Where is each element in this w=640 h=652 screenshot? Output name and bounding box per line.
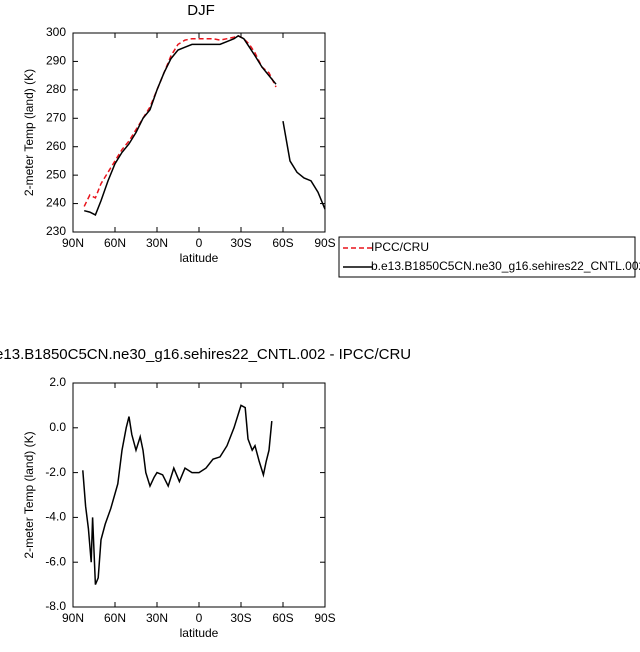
x-axis-label: latitude (180, 626, 219, 640)
legend-box (338, 236, 636, 278)
y-axis-label: 2-meter Temp (land) (K) (22, 69, 36, 196)
legend-label: IPCC/CRU (371, 240, 429, 254)
plot-frame (72, 382, 326, 608)
x-tick-label: 60N (104, 611, 126, 625)
legend-label: b.e13.B1850C5CN.ne30_g16.sehires22_CNTL.… (371, 259, 640, 273)
y-tick-label: 240 (46, 196, 66, 210)
chart-title: .e13.B1850C5CN.ne30_g16.sehires22_CNTL.0… (0, 346, 411, 363)
x-tick-label: 30S (230, 236, 251, 250)
x-tick-label: 90S (314, 611, 335, 625)
y-tick-label: -2.0 (45, 465, 66, 479)
data-line (84, 34, 326, 216)
y-tick-label: 270 (46, 110, 66, 124)
y-tick-label: 290 (46, 54, 66, 68)
y-axis-label: 2-meter Temp (land) (K) (22, 431, 36, 558)
y-tick-label: 280 (46, 82, 66, 96)
x-tick-label: 90N (62, 611, 84, 625)
x-tick-label: 90S (314, 236, 335, 250)
plot-frame (72, 32, 326, 233)
y-tick-label: 260 (46, 139, 66, 153)
x-tick-label: 0 (196, 611, 203, 625)
y-tick-label: 300 (46, 25, 66, 39)
y-tick-label: -4.0 (45, 510, 66, 524)
y-tick-label: -6.0 (45, 554, 66, 568)
y-tick-label: 2.0 (49, 375, 66, 389)
y-tick-label: 250 (46, 167, 66, 181)
x-axis-label: latitude (180, 251, 219, 265)
x-tick-label: 30S (230, 611, 251, 625)
chart-title: DJF (187, 2, 215, 19)
x-tick-label: 60S (272, 236, 293, 250)
x-tick-label: 60N (104, 236, 126, 250)
x-tick-label: 30N (146, 236, 168, 250)
data-line (83, 35, 277, 207)
data-line (82, 404, 273, 585)
x-tick-label: 30N (146, 611, 168, 625)
x-tick-label: 60S (272, 611, 293, 625)
x-tick-label: 90N (62, 236, 84, 250)
y-tick-label: 230 (46, 224, 66, 238)
x-tick-label: 0 (196, 236, 203, 250)
y-tick-label: 0.0 (49, 420, 66, 434)
y-tick-label: -8.0 (45, 599, 66, 613)
